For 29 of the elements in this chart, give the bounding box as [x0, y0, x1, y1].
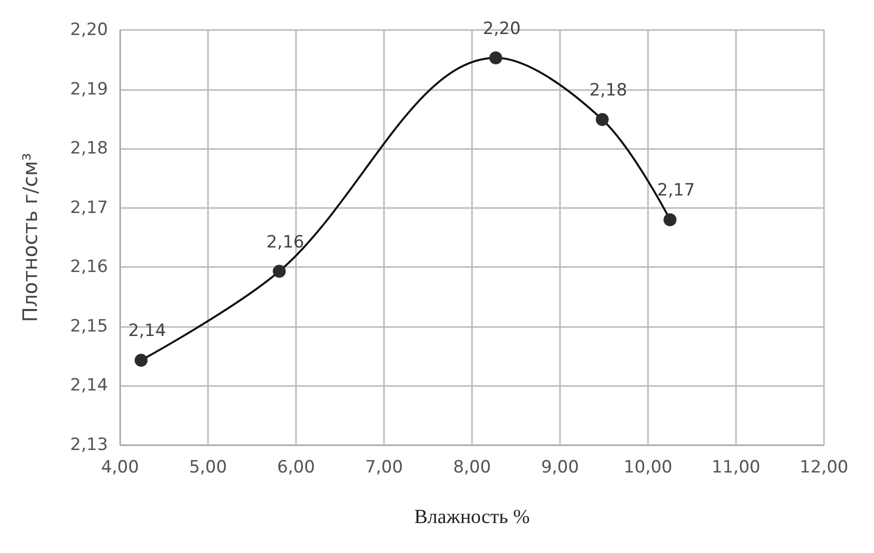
x-tick-label: 12,00 — [800, 458, 848, 478]
y-tick-label: 2,15 — [70, 316, 108, 336]
x-tick-label: 11,00 — [712, 458, 760, 478]
data-label: 2,18 — [589, 80, 628, 101]
data-label: 2,16 — [266, 232, 304, 252]
x-tick-label: 6,00 — [277, 458, 315, 478]
data-label: 2,17 — [657, 180, 695, 201]
x-tick-label: 7,00 — [365, 458, 403, 478]
y-tick-label: 2,16 — [70, 257, 108, 278]
y-tick-label: 2,17 — [70, 198, 108, 218]
y-tick-label: 2,13 — [70, 435, 108, 455]
point — [664, 213, 676, 226]
y-tick-label: 2,20 — [70, 20, 108, 40]
y-tick-label: 2,14 — [70, 376, 108, 396]
x-axis-title: Влажность % — [414, 506, 530, 528]
data-label: 2,14 — [128, 321, 166, 342]
y-tick-label: 2,18 — [70, 138, 108, 159]
point — [489, 51, 502, 64]
point — [596, 113, 609, 126]
y-axis-title: Плотность г/см³ — [18, 152, 42, 322]
x-tick-label: 10,00 — [624, 458, 672, 478]
x-tick-label: 8,00 — [453, 458, 491, 478]
x-tick-label: 4,00 — [101, 458, 139, 478]
point — [134, 354, 148, 367]
x-tick-label: 9,00 — [541, 458, 579, 478]
data-label: 2,20 — [482, 18, 521, 39]
point — [272, 264, 286, 278]
y-tick-label: 2,19 — [70, 79, 108, 100]
x-tick-label: 5,00 — [189, 458, 227, 478]
